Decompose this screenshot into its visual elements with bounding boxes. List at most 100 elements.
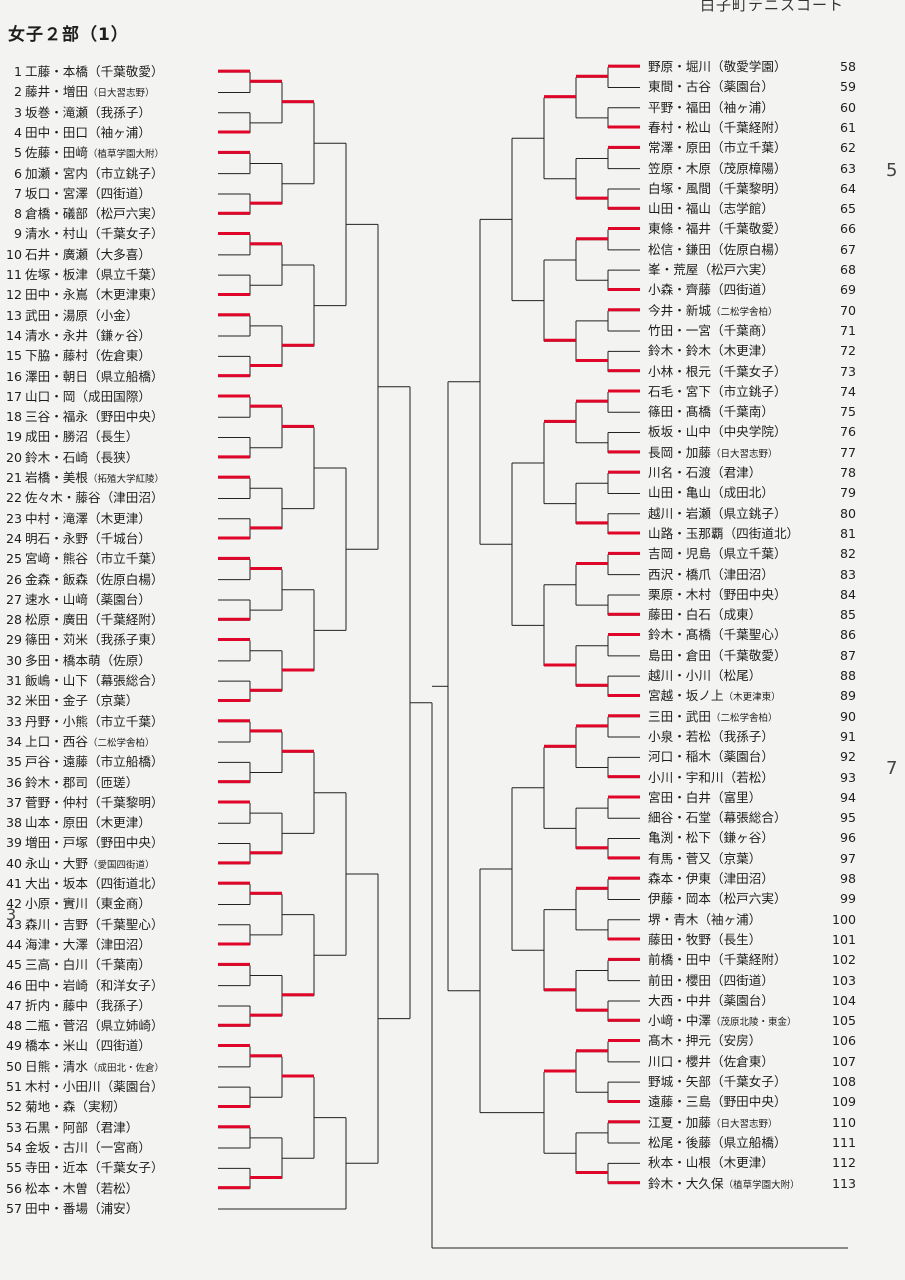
entry-pair: 常澤・原田（市立千葉） (648, 140, 787, 156)
entry-number: 30 (5, 652, 22, 668)
left-entry-19: 19 成田・勝沼（長生） (2, 427, 138, 447)
left-entry-52: 52 菊地・森（実籾） (2, 1097, 126, 1117)
entry-number: 51 (5, 1079, 22, 1094)
entry-pair: 佐藤・田﨑 (25, 145, 88, 161)
entry-number: 60 (839, 99, 856, 115)
entry-number: 72 (839, 343, 856, 359)
entry-number: 55 (5, 1160, 22, 1176)
right-entry-46: 前田・櫻田（四街道） (648, 971, 774, 991)
entry-number: 101 (831, 931, 856, 947)
right-entry-25: 吉岡・児島（県立千葉） (648, 544, 787, 564)
left-entry-32: 32 米田・金子（京葉） (2, 691, 138, 711)
entry-pair: 宮﨑・熊谷（市立千葉） (25, 551, 164, 567)
left-entry-8: 8 倉橋・礒部（松戸六実） (2, 204, 164, 224)
entry-pair: 野城・矢部（千葉女子） (648, 1074, 787, 1089)
left-entry-13: 13 武田・湯原（小金） (2, 306, 138, 326)
entry-club: （木更津東） (723, 692, 781, 704)
entry-pair: 佐塚・板津（県立千葉） (25, 267, 164, 282)
entry-number: 9 (13, 226, 22, 242)
entry-number: 62 (839, 140, 856, 156)
left-entry-38: 38 山本・原田（木更津） (2, 813, 151, 833)
right-entry-38: 細谷・石堂（幕張総合） (648, 808, 787, 828)
left-entry-26: 26 金森・飯森（佐原白楊） (2, 570, 164, 590)
entry-pair: 鈴木・鈴木（木更津） (648, 343, 774, 359)
entry-pair: 山本・原田（木更津） (25, 815, 151, 831)
entry-pair: 春村・松山（千葉経附） (648, 119, 787, 135)
left-entry-48: 48 二瓶・菅沼（県立姉崎） (2, 1016, 164, 1036)
entry-pair: 米田・金子（京葉） (25, 693, 139, 709)
entry-pair: 田中・岩崎（和洋女子） (25, 977, 164, 993)
entry-pair: 藤井・増田 (25, 84, 88, 100)
right-entry-52: 遠藤・三島（野田中央） (648, 1092, 787, 1112)
entry-club: （日大習志野） (710, 448, 778, 460)
entry-pair: 松本・木曽（若松） (25, 1180, 139, 1196)
left-entry-5: 5 佐藤・田﨑（植草学園大附） (2, 143, 164, 163)
entry-number: 13 (5, 307, 22, 323)
left-entry-1: 1 工藤・本橋（千葉敬愛） (2, 62, 164, 82)
entry-number: 45 (5, 957, 22, 973)
entry-pair: 越川・岩瀬（県立銚子） (648, 505, 787, 521)
entry-pair: 森川・吉野（千葉聖心） (25, 916, 164, 932)
entry-number: 6 (13, 165, 22, 181)
entry-number: 35 (5, 754, 22, 770)
entry-pair: 島田・倉田（千葉敬愛） (648, 647, 787, 663)
entry-pair: 峯・荒屋（松戸六実） (648, 262, 774, 277)
entry-pair: 前田・櫻田（四街道） (648, 972, 774, 988)
right-entry-36: 小川・宇和川（若松） (648, 768, 774, 788)
entry-pair: 飯嶋・山下（幕張総合） (25, 673, 164, 688)
entry-number: 18 (5, 409, 22, 425)
entry-pair: 篠田・苅米（我孫子東） (25, 632, 164, 648)
entry-pair: 田中・田口（袖ヶ浦） (25, 124, 151, 140)
right-entry-43: 堺・青木（袖ヶ浦） (648, 910, 761, 930)
right-entry-54: 松尾・後藤（県立船橋） (648, 1133, 787, 1153)
right-entry-53: 江夏・加藤（日大習志野） (648, 1113, 777, 1133)
entry-number: 63 (839, 160, 856, 176)
entry-club: （日大習志野） (87, 88, 155, 100)
entry-pair: 三田・武田 (648, 708, 711, 724)
entry-number: 76 (839, 424, 856, 440)
entry-number: 98 (839, 871, 856, 886)
entry-pair: 西沢・橋爪（津田沼） (648, 566, 774, 582)
page-title: 女子２部（1） (8, 25, 129, 45)
entry-pair: 藤田・牧野（長生） (648, 931, 762, 947)
entry-pair: 吉岡・児島（県立千葉） (648, 546, 787, 562)
entry-number: 4 (13, 124, 22, 140)
entry-number: 44 (5, 936, 22, 952)
entry-pair: 石黒・阿部（君津） (25, 1119, 139, 1135)
entry-number: 17 (5, 388, 22, 404)
right-entry-22: 山田・亀山（成田北） (648, 483, 774, 503)
right-entry-34: 小泉・若松（我孫子） (648, 727, 774, 747)
entry-number: 80 (839, 505, 856, 521)
entry-number: 99 (839, 891, 856, 907)
entry-number: 79 (839, 485, 856, 501)
entry-number: 12 (5, 287, 22, 303)
margin-mark-7: 7 (886, 758, 898, 779)
entry-pair: 森本・伊東（津田沼） (648, 871, 774, 886)
entry-number: 78 (839, 465, 856, 480)
entry-number: 52 (5, 1099, 22, 1115)
entry-number: 96 (839, 830, 856, 846)
entry-pair: 鈴木・髙橋（千葉聖心） (648, 627, 787, 643)
entry-number: 67 (839, 241, 856, 257)
left-entry-33: 33 丹野・小熊（市立千葉） (2, 712, 164, 732)
entry-pair: 橋本・米山（四街道） (25, 1038, 151, 1054)
right-entry-21: 川名・石渡（君津） (648, 463, 761, 483)
entry-pair: 菅野・仲村（千葉黎明） (25, 794, 164, 810)
right-entry-1: 野原・堀川（敬愛学園） (648, 57, 787, 77)
entry-pair: 下脇・藤村（佐倉東） (25, 348, 151, 364)
entry-number: 49 (5, 1038, 22, 1054)
right-entry-30: 島田・倉田（千葉敬愛） (648, 646, 787, 666)
entry-pair: 篠田・髙橋（千葉南） (648, 404, 774, 420)
entry-club: （愛国四街道） (87, 859, 155, 871)
right-entry-48: 小﨑・中澤（茂原北陵・東金） (648, 1011, 796, 1031)
entry-pair: 宮越・坂ノ上 (648, 688, 724, 704)
entry-pair: 上口・西谷 (25, 733, 88, 749)
entry-club: （日大習志野） (710, 1118, 778, 1130)
entry-number: 31 (5, 673, 22, 688)
right-entry-3: 平野・福田（袖ヶ浦） (648, 98, 774, 118)
entry-pair: 加瀬・宮内（市立銚子） (25, 165, 164, 181)
entry-pair: 髙木・押元（安房） (648, 1033, 762, 1049)
entry-pair: 清水・永井（鎌ヶ谷） (25, 327, 151, 343)
left-entry-14: 14 清水・永井（鎌ヶ谷） (2, 326, 151, 346)
